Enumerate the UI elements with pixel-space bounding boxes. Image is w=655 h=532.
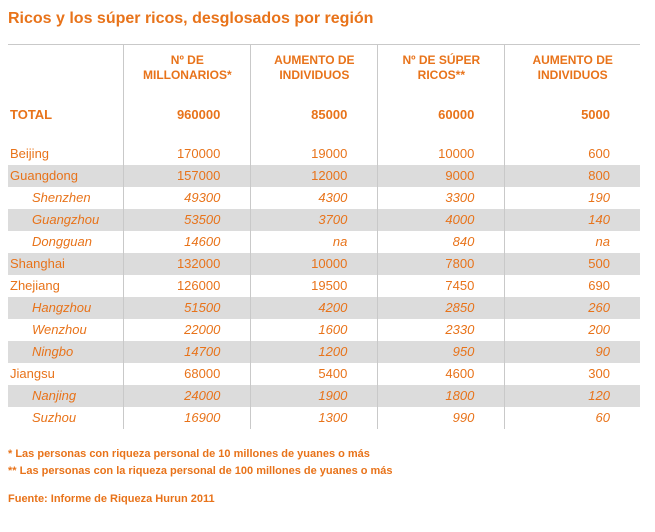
cell-value: 1600 <box>250 319 378 341</box>
cell-value: 2330 <box>377 319 505 341</box>
data-table: Nº DE MILLONARIOS* AUMENTO DE INDIVIDUOS N… <box>8 44 640 429</box>
cell-value: 4200 <box>250 297 378 319</box>
footnote-super-rich: ** Las personas con la riqueza personal … <box>8 465 393 477</box>
cell-value: 600 <box>504 143 640 165</box>
table-row-dongguan: Dongguan 14600 na 840 na <box>8 231 640 253</box>
cell-value: 14700 <box>123 341 251 363</box>
cell-value: 260 <box>504 297 640 319</box>
table-row-suzhou: Suzhou 16900 1300 990 60 <box>8 407 640 429</box>
cell-value: 690 <box>504 275 640 297</box>
row-label: Shanghai <box>10 256 65 271</box>
cell-value: 3300 <box>377 187 505 209</box>
cell-value: na <box>504 231 640 253</box>
cell-value: 85000 <box>250 103 378 143</box>
cell-value: 5000 <box>504 103 640 143</box>
cell-value: 60000 <box>377 103 505 143</box>
cell-value: 840 <box>377 231 505 253</box>
row-label: Guangdong <box>10 168 78 183</box>
cell-value: 960000 <box>123 103 251 143</box>
cell-value: 53500 <box>123 209 251 231</box>
cell-value: 16900 <box>123 407 251 429</box>
cell-value: 5400 <box>250 363 378 385</box>
row-label: Zhejiang <box>10 278 60 293</box>
cell-value: 1900 <box>250 385 378 407</box>
cell-value: 7800 <box>377 253 505 275</box>
cell-value: 300 <box>504 363 640 385</box>
infographic-page: Ricos y los súper ricos, desglosados por… <box>8 10 645 506</box>
cell-value: 24000 <box>123 385 251 407</box>
row-label: Beijing <box>10 146 50 161</box>
table-row-total: TOTAL 960000 85000 60000 5000 <box>8 103 640 143</box>
row-label: Suzhou <box>32 410 77 425</box>
cell-value: 1300 <box>250 407 378 429</box>
row-label: Hangzhou <box>32 300 92 315</box>
row-label: Wenzhou <box>32 322 87 337</box>
table-row-hangzhou: Hangzhou 51500 4200 2850 260 <box>8 297 640 319</box>
cell-value: 140 <box>504 209 640 231</box>
cell-value: na <box>250 231 378 253</box>
cell-value: 800 <box>504 165 640 187</box>
table-row-guangzhou: Guangzhou 53500 3700 4000 140 <box>8 209 640 231</box>
cell-value: 49300 <box>123 187 251 209</box>
table-row-jiangsu: Jiangsu 68000 5400 4600 300 <box>8 363 640 385</box>
table-row-shenzhen: Shenzhen 49300 4300 3300 190 <box>8 187 640 209</box>
column-header: AUMENTO DE INDIVIDUOS <box>504 44 640 103</box>
cell-value: 170000 <box>123 143 251 165</box>
cell-value: 12000 <box>250 165 378 187</box>
cell-value: 200 <box>504 319 640 341</box>
footnote-millionaires: * Las personas con riqueza personal de 1… <box>8 448 370 460</box>
cell-value: 22000 <box>123 319 251 341</box>
cell-value: 51500 <box>123 297 251 319</box>
row-label: Guangzhou <box>32 212 100 227</box>
column-header: AUMENTO DE INDIVIDUOS <box>250 44 378 103</box>
cell-value: 990 <box>377 407 505 429</box>
cell-value: 3700 <box>250 209 378 231</box>
row-label: TOTAL <box>10 107 53 122</box>
cell-value: 10000 <box>250 253 378 275</box>
column-header: Nº DE MILLONARIOS* <box>123 44 251 103</box>
table-header-row: Nº DE MILLONARIOS* AUMENTO DE INDIVIDUOS N… <box>8 44 640 104</box>
row-label: Jiangsu <box>10 366 55 381</box>
table-row-zhejiang: Zhejiang 126000 19500 7450 690 <box>8 275 640 297</box>
cell-value: 9000 <box>377 165 505 187</box>
row-label: Nanjing <box>32 388 77 403</box>
cell-value: 120 <box>504 385 640 407</box>
region-column-header <box>8 45 124 104</box>
cell-value: 10000 <box>377 143 505 165</box>
table-row-ningbo: Ningbo 14700 1200 950 90 <box>8 341 640 363</box>
cell-value: 4300 <box>250 187 378 209</box>
source-note: Fuente: Informe de Riqueza Hurun 2011 <box>8 493 215 505</box>
cell-value: 14600 <box>123 231 251 253</box>
cell-value: 500 <box>504 253 640 275</box>
cell-value: 1200 <box>250 341 378 363</box>
column-header: Nº DE SÚPER RICOS** <box>377 44 505 103</box>
cell-value: 4000 <box>377 209 505 231</box>
cell-value: 68000 <box>123 363 251 385</box>
cell-value: 950 <box>377 341 505 363</box>
table-row-nanjing: Nanjing 24000 1900 1800 120 <box>8 385 640 407</box>
cell-value: 19500 <box>250 275 378 297</box>
cell-value: 132000 <box>123 253 251 275</box>
cell-value: 7450 <box>377 275 505 297</box>
row-label: Dongguan <box>32 234 92 249</box>
page-title: Ricos y los súper ricos, desglosados por… <box>8 10 374 27</box>
cell-value: 4600 <box>377 363 505 385</box>
cell-value: 60 <box>504 407 640 429</box>
row-label: Ningbo <box>32 344 74 359</box>
cell-value: 90 <box>504 341 640 363</box>
cell-value: 190 <box>504 187 640 209</box>
cell-value: 1800 <box>377 385 505 407</box>
cell-value: 19000 <box>250 143 378 165</box>
row-label: Shenzhen <box>32 190 91 205</box>
cell-value: 2850 <box>377 297 505 319</box>
table-row-shanghai: Shanghai 132000 10000 7800 500 <box>8 253 640 275</box>
footnotes: * Las personas con riqueza personal de 1… <box>8 447 645 506</box>
table-row-guangdong: Guangdong 157000 12000 9000 800 <box>8 165 640 187</box>
cell-value: 126000 <box>123 275 251 297</box>
table-row-wenzhou: Wenzhou 22000 1600 2330 200 <box>8 319 640 341</box>
table-row-beijing: Beijing 170000 19000 10000 600 <box>8 143 640 165</box>
cell-value: 157000 <box>123 165 251 187</box>
